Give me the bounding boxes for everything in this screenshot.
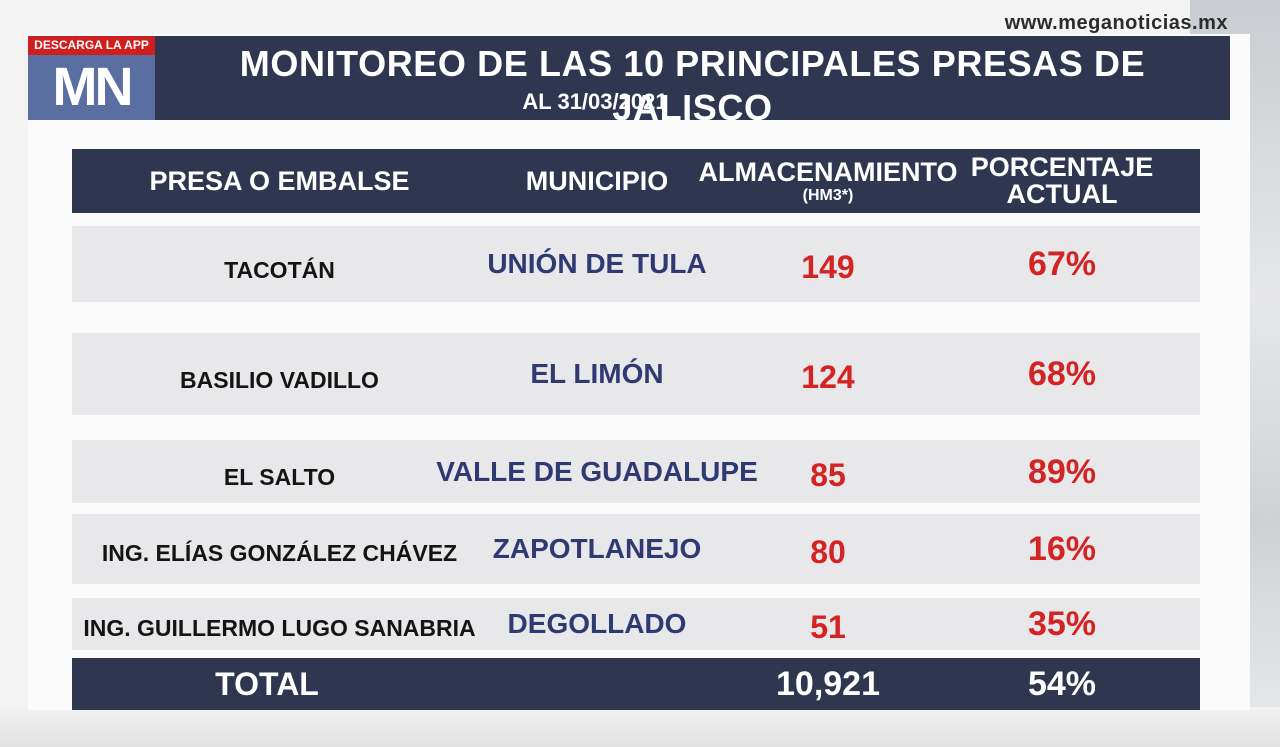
column-header-almacenamiento-unit: (HM3*)	[802, 186, 854, 204]
cell-porcentaje: 68%	[1027, 355, 1097, 393]
header-bar	[28, 36, 1230, 120]
cell-municipio: EL LIMÓN	[530, 358, 664, 389]
cell-porcentaje: 16%	[1027, 530, 1097, 568]
cell-almacenamiento: 51	[810, 609, 846, 645]
column-header-porcentaje-line1: PORCENTAJE	[970, 152, 1154, 182]
column-header-almacenamiento-label: ALMACENAMIENTO	[698, 156, 958, 187]
table-total-row: TOTAL 10,921 54%	[72, 658, 1200, 710]
cell-municipio: VALLE DE GUADALUPE	[436, 455, 758, 487]
background-bottom-edge	[0, 707, 1280, 747]
column-header-porcentaje: PORCENTAJE ACTUAL	[952, 149, 1172, 213]
cell-municipio: UNIÓN DE TULA	[487, 248, 707, 279]
column-header-presa: PRESA O EMBALSE	[149, 165, 410, 196]
cell-municipio: ZAPOTLANEJO	[492, 533, 702, 564]
table-row: EL SALTO VALLE DE GUADALUPE 85 89%	[72, 440, 1200, 503]
cell-porcentaje: 35%	[1027, 605, 1097, 643]
cell-municipio: DEGOLLADO	[507, 608, 687, 639]
total-almacenamiento: 10,921	[776, 665, 880, 703]
table-row: BASILIO VADILLO EL LIMÓN 124 68%	[72, 333, 1200, 415]
cell-almacenamiento: 80	[810, 534, 846, 570]
table-row: ING. ELÍAS GONZÁLEZ CHÁVEZ ZAPOTLANEJO 8…	[72, 514, 1200, 584]
cell-almacenamiento: 85	[810, 456, 846, 493]
cell-presa: BASILIO VADILLO	[180, 366, 379, 393]
cell-presa: ING. GUILLERMO LUGO SANABRIA	[83, 614, 476, 641]
column-header-porcentaje-line2: ACTUAL	[1006, 179, 1118, 209]
cell-almacenamiento: 124	[801, 359, 855, 395]
app-download-tag[interactable]: DESCARGA LA APP	[28, 36, 155, 55]
cell-presa: EL SALTO	[223, 464, 336, 490]
page-subtitle: AL 31/03/2021	[522, 89, 668, 114]
cell-presa: ING. ELÍAS GONZÁLEZ CHÁVEZ	[101, 539, 458, 566]
table-header: PRESA O EMBALSE MUNICIPIO ALMACENAMIENTO…	[72, 149, 1200, 213]
cell-almacenamiento: 149	[801, 249, 855, 285]
column-header-municipio: MUNICIPIO	[525, 165, 669, 196]
cell-porcentaje: 89%	[1027, 452, 1097, 491]
table-row: ING. GUILLERMO LUGO SANABRIA DEGOLLADO 5…	[72, 598, 1200, 650]
logo-letters: MN	[52, 57, 134, 117]
table-row: TACOTÁN UNIÓN DE TULA 149 67%	[72, 226, 1200, 302]
page-title: MONITOREO DE LAS 10 PRINCIPALES PRESAS D…	[239, 43, 1146, 128]
total-porcentaje: 54%	[1027, 665, 1097, 703]
cell-presa: TACOTÁN	[224, 256, 335, 283]
site-url: www.meganoticias.mx	[1004, 12, 1228, 34]
column-header-almacenamiento: ALMACENAMIENTO (HM3*)	[699, 149, 958, 213]
total-label: TOTAL	[215, 666, 319, 702]
cell-porcentaje: 67%	[1027, 245, 1097, 283]
